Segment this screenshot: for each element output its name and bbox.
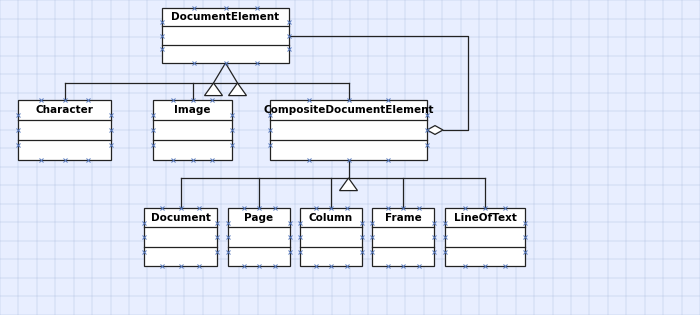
Bar — [162, 8, 289, 63]
Polygon shape — [204, 83, 223, 95]
Text: LineOfText: LineOfText — [454, 213, 517, 223]
Text: Page: Page — [244, 213, 274, 223]
Text: Frame: Frame — [384, 213, 421, 223]
Bar — [445, 208, 525, 266]
Bar — [372, 208, 434, 266]
Bar — [153, 100, 232, 160]
Text: Column: Column — [309, 213, 353, 223]
Bar — [144, 208, 217, 266]
Polygon shape — [340, 178, 358, 191]
Bar — [18, 100, 111, 160]
Text: Document: Document — [150, 213, 211, 223]
Text: Character: Character — [36, 105, 93, 115]
Text: Image: Image — [174, 105, 211, 115]
Polygon shape — [427, 126, 443, 135]
Polygon shape — [228, 83, 246, 95]
Text: DocumentElement: DocumentElement — [172, 12, 279, 22]
Bar — [228, 208, 290, 266]
Text: CompositeDocumentElement: CompositeDocumentElement — [263, 105, 434, 115]
Bar — [270, 100, 427, 160]
Bar — [300, 208, 362, 266]
